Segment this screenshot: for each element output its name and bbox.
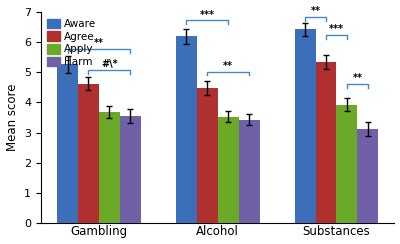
Bar [57, 64, 78, 223]
Bar [294, 30, 316, 223]
Bar [218, 117, 239, 223]
Bar [78, 84, 99, 223]
Text: ***: *** [200, 10, 215, 20]
Bar [120, 116, 141, 223]
Legend: Aware, Agree, Apply, Harm: Aware, Agree, Apply, Harm [46, 18, 97, 68]
Text: ***: *** [329, 24, 344, 34]
Text: #\*: #\* [101, 59, 118, 69]
Text: **: ** [94, 38, 104, 48]
Bar [358, 129, 378, 223]
Y-axis label: Mean score: Mean score [6, 84, 18, 151]
Text: **: ** [352, 73, 362, 83]
Bar [336, 105, 358, 223]
Bar [176, 36, 197, 223]
Bar [239, 120, 260, 223]
Bar [99, 112, 120, 223]
Bar [316, 62, 336, 223]
Text: **: ** [310, 6, 320, 16]
Text: **: ** [223, 61, 233, 71]
Bar [197, 88, 218, 223]
